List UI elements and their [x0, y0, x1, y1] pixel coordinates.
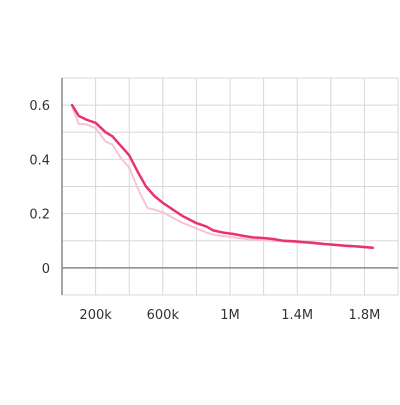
series-group [70, 103, 375, 250]
y-tick-label: 0 [42, 262, 50, 277]
x-tick-label: 200k [79, 308, 112, 323]
x-tick-label: 600k [147, 308, 180, 323]
x-tick-label: 1M [220, 308, 240, 323]
y-tick-label: 0.6 [29, 99, 50, 114]
x-tick-label: 1.8M [348, 308, 380, 323]
axes [61, 78, 398, 295]
y-tick-label: 0.4 [29, 153, 50, 168]
y-tick-label: 0.2 [29, 208, 50, 223]
smoothed-series-line [70, 103, 375, 250]
tick-labels: 0 0.2 0.4 0.6 200k 600k 1M 1.4M 1.8M [29, 99, 380, 323]
x-tick-label: 1.4M [281, 308, 313, 323]
raw-series-line [71, 105, 374, 250]
grid [62, 77, 399, 296]
